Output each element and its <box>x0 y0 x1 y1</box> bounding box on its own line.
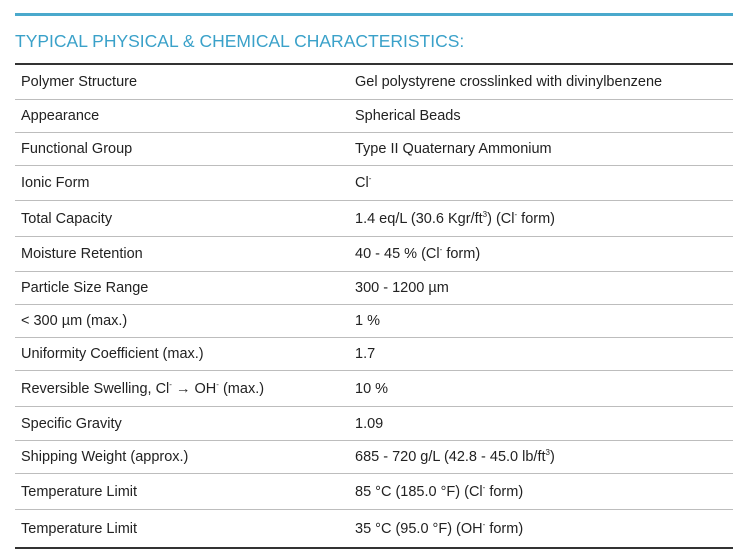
table-row: Shipping Weight (approx.) 685 - 720 g/L … <box>15 441 733 473</box>
table-row: Ionic Form Cl- <box>15 166 733 200</box>
table-top-rule <box>15 63 733 65</box>
row-property: Functional Group <box>21 141 133 157</box>
table-row: Temperature Limit 35 °C (95.0 °F) (OH- f… <box>15 510 733 547</box>
row-property: Temperature Limit <box>21 520 138 537</box>
table-row: Particle Size Range 300 - 1200 µm <box>15 272 733 304</box>
row-value: 10 % <box>355 380 389 397</box>
row-divider <box>15 304 733 305</box>
row-property: Ionic Form <box>21 175 90 191</box>
row-divider <box>15 271 733 272</box>
row-value: 1.4 eq/L (30.6 Kgr/ft3) (Cl- form) <box>355 209 556 227</box>
row-property: Specific Gravity <box>21 415 122 432</box>
row-divider <box>15 165 733 166</box>
table-row: < 300 µm (max.) 1 % <box>15 305 733 337</box>
row-divider <box>15 370 733 371</box>
row-divider <box>15 236 733 237</box>
table-row: Polymer Structure Gel polystyrene crossl… <box>15 65 733 99</box>
row-value: 685 - 720 g/L (42.8 - 45.0 lb/ft3) <box>355 448 555 465</box>
row-value: Spherical Beads <box>355 108 461 124</box>
row-divider <box>15 473 733 474</box>
row-value: Type II Quaternary Ammonium <box>355 141 552 157</box>
top-accent-rule <box>15 13 733 16</box>
row-divider <box>15 337 733 338</box>
row-divider <box>15 99 733 100</box>
row-value: Gel polystyrene crosslinked with divinyl… <box>355 74 663 90</box>
row-property: < 300 µm (max.) <box>21 313 128 329</box>
table-row: Functional Group Type II Quaternary Ammo… <box>15 133 733 165</box>
row-value: Cl- <box>355 174 372 191</box>
row-property: Uniformity Coefficient (max.) <box>21 346 204 362</box>
row-value: 35 °C (95.0 °F) (OH- form) <box>355 519 524 537</box>
characteristics-table: Polymer Structure Gel polystyrene crossl… <box>15 63 733 549</box>
row-divider <box>15 406 733 407</box>
table-row: Moisture Retention 40 - 45 % (Cl- form) <box>15 237 733 271</box>
row-value: 40 - 45 % (Cl- form) <box>355 245 481 262</box>
row-divider <box>15 509 733 510</box>
table-row: Reversible Swelling, Cl- → OH- (max.) 10… <box>15 371 733 406</box>
row-property: Polymer Structure <box>21 74 138 90</box>
table-row: Appearance Spherical Beads <box>15 100 733 132</box>
row-property: Particle Size Range <box>21 280 149 296</box>
row-divider <box>15 132 733 133</box>
row-property: Total Capacity <box>21 210 113 227</box>
row-property: Moisture Retention <box>21 246 143 262</box>
row-property: Appearance <box>21 108 100 124</box>
table-bottom-rule <box>15 547 733 549</box>
section-heading: TYPICAL PHYSICAL & CHEMICAL CHARACTERIST… <box>15 31 465 51</box>
table-row: Temperature Limit 85 °C (185.0 °F) (Cl- … <box>15 474 733 509</box>
row-value: 1 % <box>355 313 380 329</box>
row-property: Temperature Limit <box>21 483 138 500</box>
table-row: Total Capacity 1.4 eq/L (30.6 Kgr/ft3) (… <box>15 201 733 236</box>
table-row: Uniformity Coefficient (max.) 1.7 <box>15 338 733 370</box>
row-value: 300 - 1200 µm <box>355 280 449 296</box>
row-property: Shipping Weight (approx.) <box>21 449 189 465</box>
row-value: 1.7 <box>355 346 376 362</box>
row-divider <box>15 200 733 201</box>
row-property: Reversible Swelling, Cl- → OH- (max.) <box>21 379 265 397</box>
row-value: 85 °C (185.0 °F) (Cl- form) <box>355 482 524 500</box>
row-value: 1.09 <box>355 415 384 432</box>
row-divider <box>15 440 733 441</box>
table-row: Specific Gravity 1.09 <box>15 407 733 440</box>
